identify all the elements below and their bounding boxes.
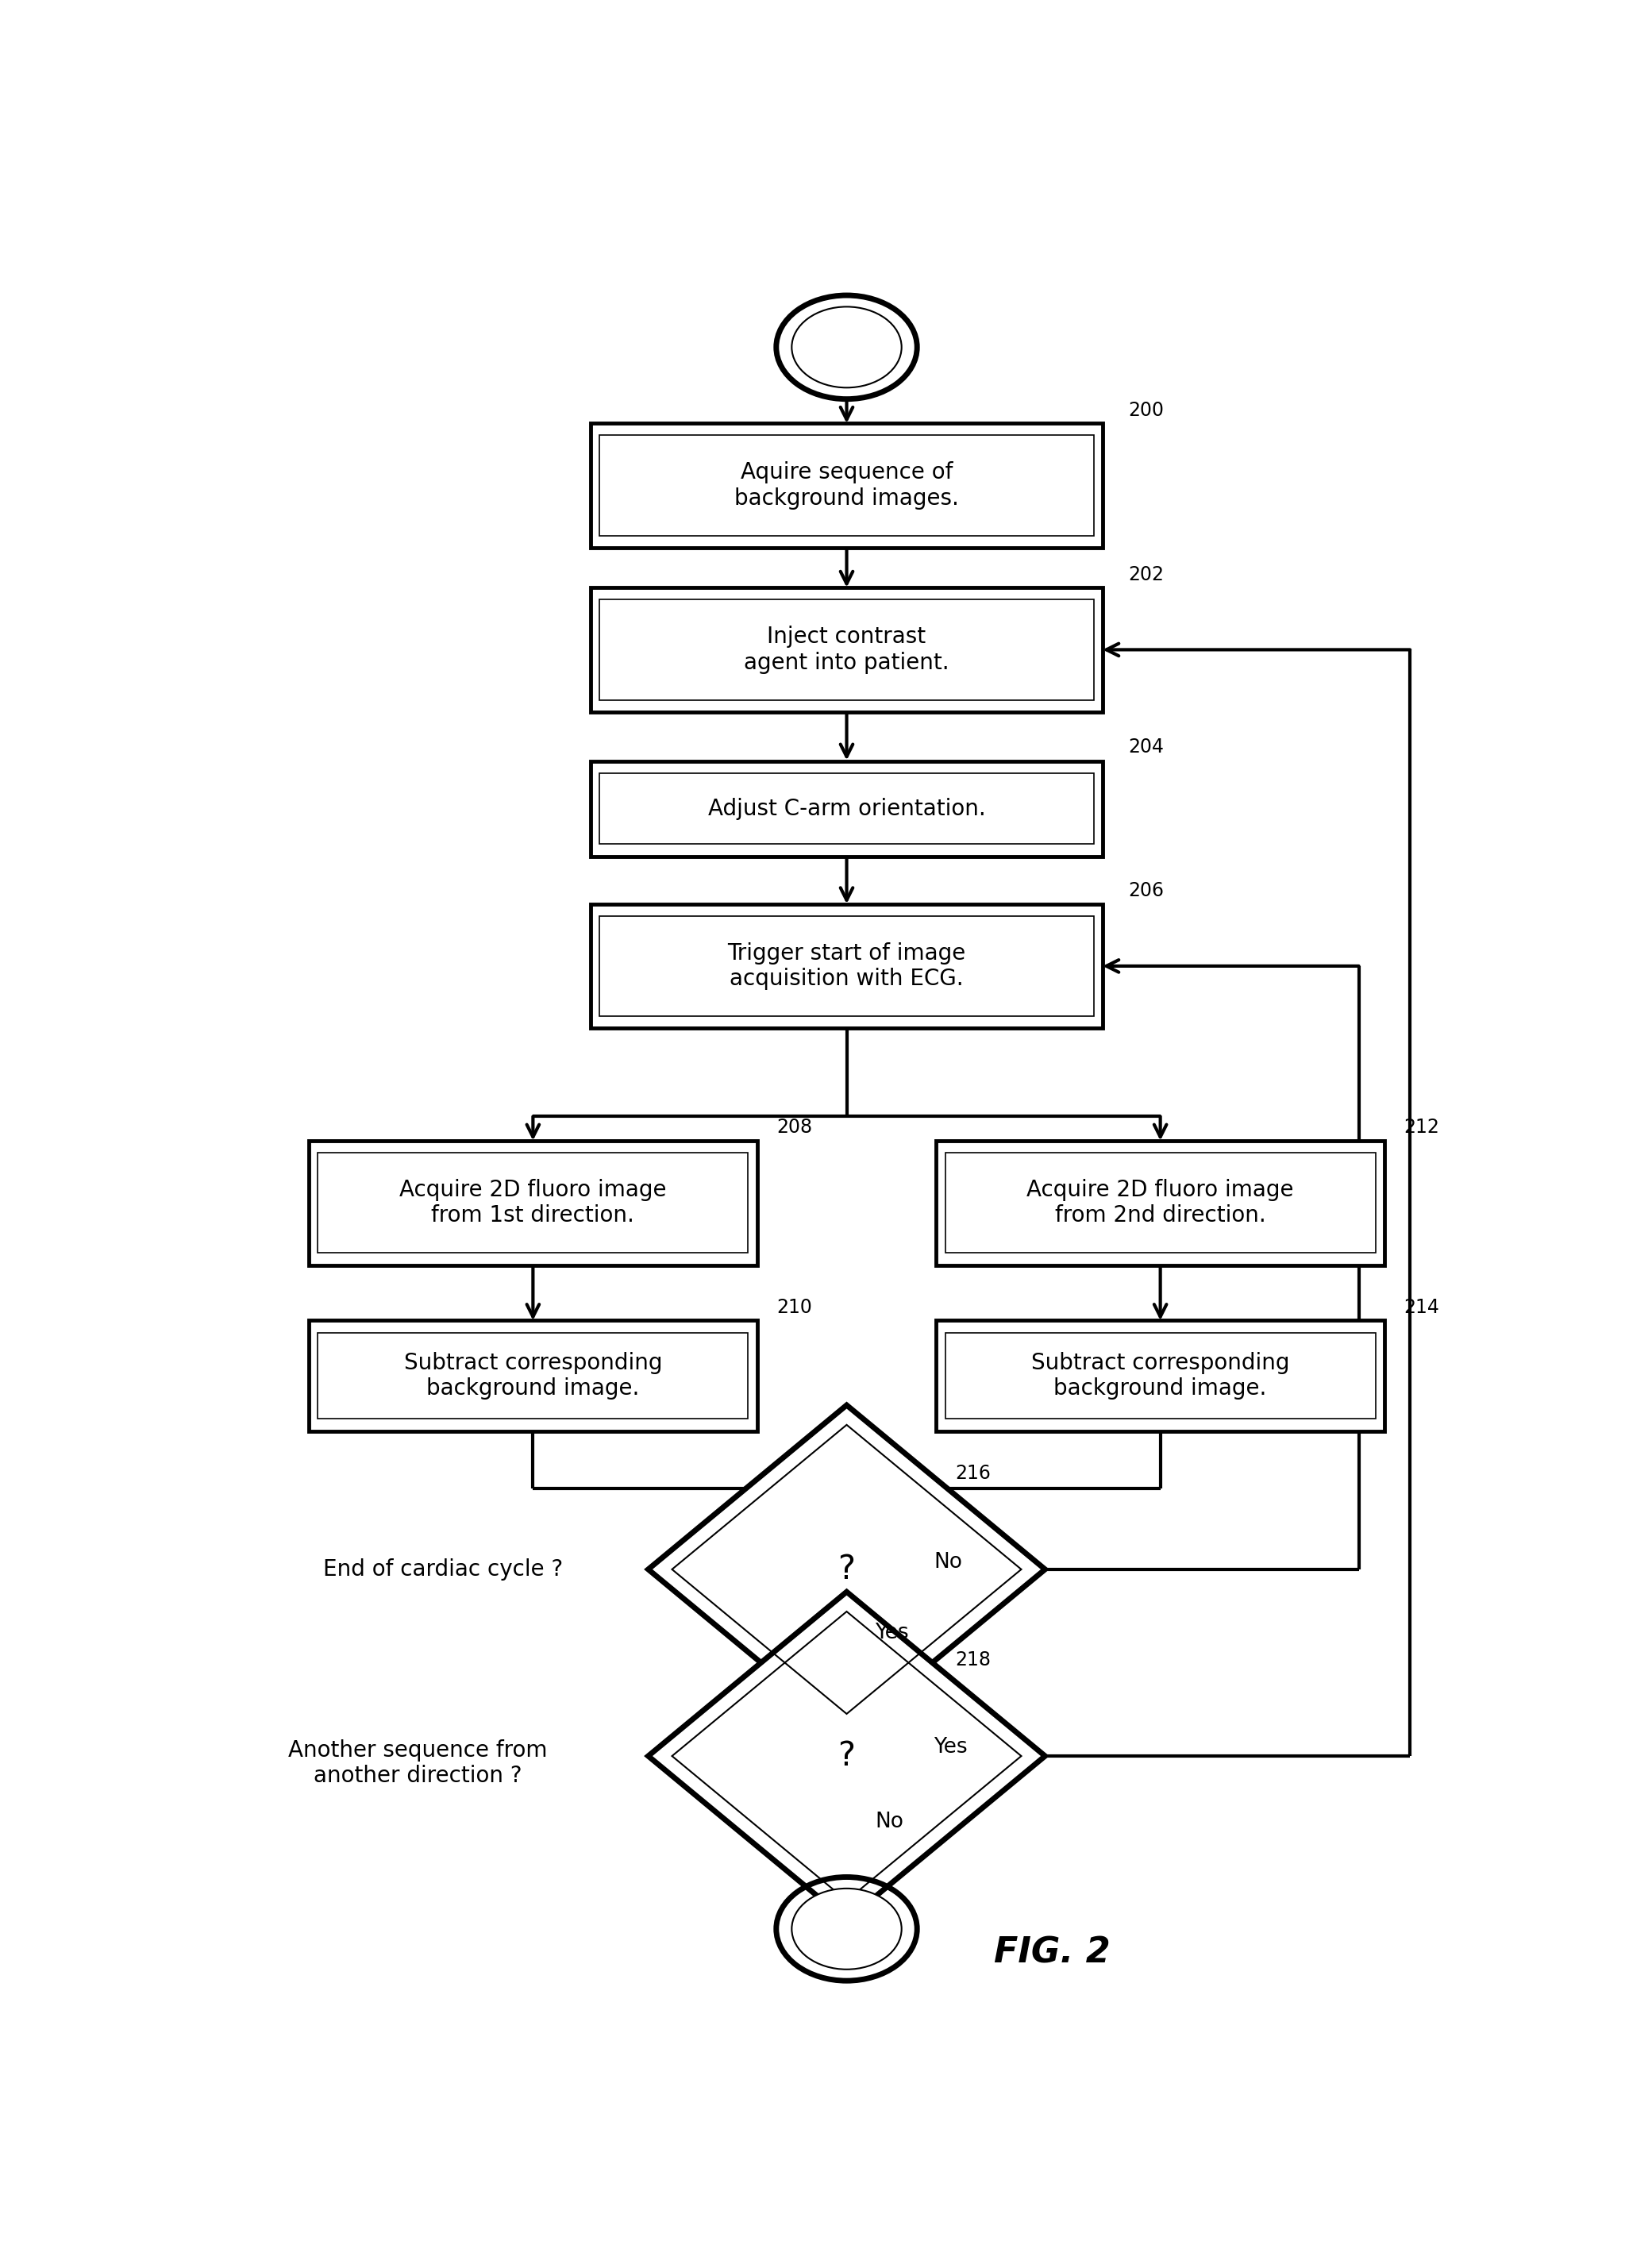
Ellipse shape [791,1888,902,1969]
Text: 204: 204 [1128,739,1165,757]
FancyBboxPatch shape [309,1140,757,1266]
Polygon shape [648,1405,1046,1733]
Text: Subtract corresponding
background image.: Subtract corresponding background image. [1031,1351,1290,1399]
Text: 216: 216 [955,1464,991,1484]
Text: Acquire 2D fluoro image
from 1st direction.: Acquire 2D fluoro image from 1st directi… [400,1179,666,1226]
Text: ?: ? [838,1740,856,1774]
FancyBboxPatch shape [591,588,1104,712]
FancyBboxPatch shape [591,424,1104,548]
Text: 218: 218 [955,1650,991,1670]
Text: 206: 206 [1128,882,1165,900]
FancyBboxPatch shape [309,1320,757,1430]
Text: 214: 214 [1404,1298,1439,1318]
Text: Adjust C-arm orientation.: Adjust C-arm orientation. [707,797,986,819]
Text: ?: ? [838,1554,856,1585]
Polygon shape [648,1592,1046,1919]
Ellipse shape [791,308,902,388]
Text: No: No [876,1812,904,1832]
Text: 212: 212 [1404,1118,1439,1138]
Text: FIG. 2: FIG. 2 [995,1935,1110,1971]
Text: Aquire sequence of
background images.: Aquire sequence of background images. [735,462,958,510]
Text: Yes: Yes [933,1738,968,1758]
FancyBboxPatch shape [591,761,1104,855]
FancyBboxPatch shape [937,1140,1384,1266]
Text: Acquire 2D fluoro image
from 2nd direction.: Acquire 2D fluoro image from 2nd directi… [1028,1179,1294,1226]
Text: Trigger start of image
acquisition with ECG.: Trigger start of image acquisition with … [727,943,966,990]
Text: 210: 210 [776,1298,811,1318]
Text: Another sequence from
another direction ?: Another sequence from another direction … [287,1740,547,1787]
Text: 202: 202 [1128,566,1165,584]
Text: Subtract corresponding
background image.: Subtract corresponding background image. [403,1351,662,1399]
Text: End of cardiac cycle ?: End of cardiac cycle ? [324,1558,563,1580]
FancyBboxPatch shape [591,905,1104,1028]
Text: No: No [933,1551,961,1574]
FancyBboxPatch shape [937,1320,1384,1430]
Text: 208: 208 [776,1118,813,1138]
Text: Inject contrast
agent into patient.: Inject contrast agent into patient. [743,626,950,674]
Text: Yes: Yes [876,1623,909,1643]
Text: 200: 200 [1128,402,1165,420]
